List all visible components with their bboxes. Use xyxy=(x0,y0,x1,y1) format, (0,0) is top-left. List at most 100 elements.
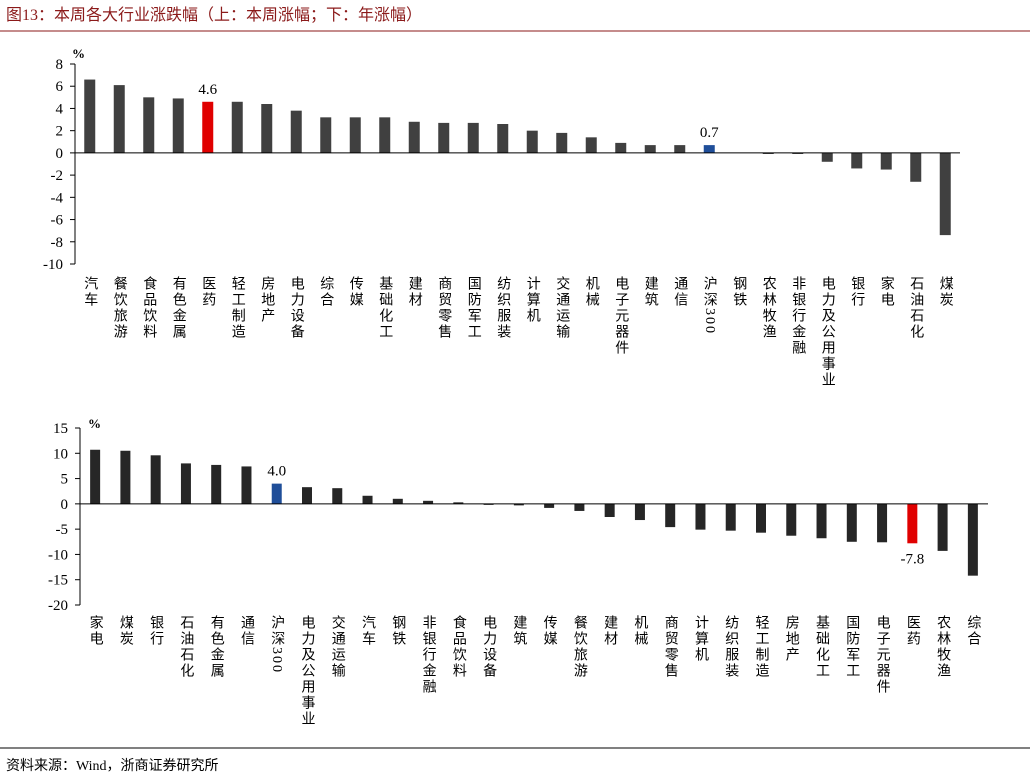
x-tick-label: 计算机 xyxy=(693,615,709,663)
y-tick-label: 10 xyxy=(53,446,68,462)
bar xyxy=(615,142,627,153)
x-tick-label: 基础化工 xyxy=(377,275,393,340)
bar xyxy=(392,498,403,504)
bar xyxy=(84,79,96,153)
x-tick-label: 国防军工 xyxy=(466,276,482,340)
bar xyxy=(202,101,214,153)
x-tick-label: 石油石化 xyxy=(178,615,194,679)
y-tick-label: -10 xyxy=(48,547,68,563)
bar xyxy=(379,117,391,153)
bar xyxy=(937,503,948,551)
bar xyxy=(241,466,252,504)
x-tick-label: 医药 xyxy=(200,276,216,308)
x-tick-label: 通信 xyxy=(239,615,255,647)
x-tick-label: 计算机 xyxy=(525,276,541,324)
x-tick-label: 食品饮料 xyxy=(141,275,157,340)
y-tick-label: 8 xyxy=(56,57,64,73)
x-tick-label: 建筑 xyxy=(643,276,659,308)
x-tick-label: 传媒 xyxy=(542,615,558,647)
bar xyxy=(695,503,706,530)
bar xyxy=(120,450,131,504)
x-tick-label: 基础化工 xyxy=(814,614,830,679)
x-tick-label: 钢铁 xyxy=(390,615,406,647)
y-tick-label: 2 xyxy=(56,124,64,140)
x-tick-label: 电力设备 xyxy=(481,615,497,679)
x-tick-label: 建材 xyxy=(602,615,618,647)
bar xyxy=(907,503,918,544)
figure-title: 图13：本周各大行业涨跌幅（上：本周涨幅；下：年涨幅） xyxy=(6,6,422,24)
x-tick-label: 沪深300 xyxy=(269,615,285,674)
x-tick-label: 国防军工 xyxy=(844,615,860,679)
bar xyxy=(644,145,656,153)
bar xyxy=(261,104,273,153)
bar xyxy=(423,500,434,504)
bar xyxy=(172,98,184,153)
bar xyxy=(143,97,155,153)
bar xyxy=(408,121,420,153)
x-tick-label: 有色金属 xyxy=(209,615,225,679)
bar xyxy=(604,503,615,518)
bar xyxy=(90,449,101,504)
bar xyxy=(634,503,645,521)
bar xyxy=(792,152,804,154)
bar xyxy=(513,503,524,506)
bar xyxy=(483,503,494,505)
value-label: 4.0 xyxy=(267,464,286,480)
bar xyxy=(703,145,715,153)
y-tick-label: -5 xyxy=(56,522,69,538)
bar xyxy=(349,117,361,153)
x-tick-label: 纺织服装 xyxy=(723,615,739,679)
x-tick-label: 电子元器件 xyxy=(613,276,629,356)
bar xyxy=(821,152,833,162)
y-tick-label: 15 xyxy=(53,421,68,437)
bar xyxy=(150,455,161,504)
bar xyxy=(846,503,857,542)
bar xyxy=(290,110,302,153)
x-tick-label: 传媒 xyxy=(348,276,364,308)
y-tick-label: -8 xyxy=(51,235,64,251)
x-tick-label: 银行 xyxy=(148,615,164,647)
x-tick-label: 电力及公用事业 xyxy=(820,276,836,388)
bar xyxy=(211,464,222,504)
y-tick-label: 6 xyxy=(56,79,64,95)
x-tick-label: 钢铁 xyxy=(731,276,747,308)
y-tick-label: 0 xyxy=(61,497,69,513)
bar xyxy=(180,463,191,504)
value-label: 4.6 xyxy=(198,82,217,98)
x-tick-label: 房地产 xyxy=(259,276,275,324)
x-tick-label: 机械 xyxy=(584,276,600,308)
value-label: 0.7 xyxy=(700,125,719,141)
bar xyxy=(910,152,922,182)
x-tick-label: 煤炭 xyxy=(938,276,954,308)
x-tick-label: 非银行金融 xyxy=(421,615,437,695)
bar xyxy=(231,101,243,153)
x-tick-label: 餐饮旅游 xyxy=(112,276,128,340)
bar xyxy=(526,130,538,153)
bar xyxy=(762,152,774,154)
bar xyxy=(585,137,597,153)
bar xyxy=(939,152,951,236)
x-tick-label: 餐饮旅游 xyxy=(572,615,588,679)
bar xyxy=(786,503,797,536)
x-tick-label: 医药 xyxy=(905,615,921,647)
y-tick-label: -6 xyxy=(51,213,64,229)
bar xyxy=(544,503,555,508)
x-tick-label: 沪深300 xyxy=(702,276,718,335)
x-tick-label: 纺织服装 xyxy=(495,276,511,340)
x-tick-label: 商贸零售 xyxy=(663,615,679,679)
bar xyxy=(967,503,978,576)
bar xyxy=(113,85,125,153)
value-label: -7.8 xyxy=(900,551,924,567)
y-tick-label: -15 xyxy=(48,573,68,589)
x-tick-label: 银行 xyxy=(849,276,865,308)
x-tick-label: 通信 xyxy=(672,276,688,308)
x-tick-label: 轻工制造 xyxy=(230,276,246,340)
bar xyxy=(362,495,373,504)
y-tick-label: 5 xyxy=(61,472,69,488)
x-tick-label: 商贸零售 xyxy=(436,276,452,340)
x-tick-label: 家电 xyxy=(879,275,895,308)
bar xyxy=(877,503,888,543)
source-note: 资料来源：Wind，浙商证券研究所 xyxy=(6,758,219,774)
x-tick-label: 机械 xyxy=(632,615,648,647)
